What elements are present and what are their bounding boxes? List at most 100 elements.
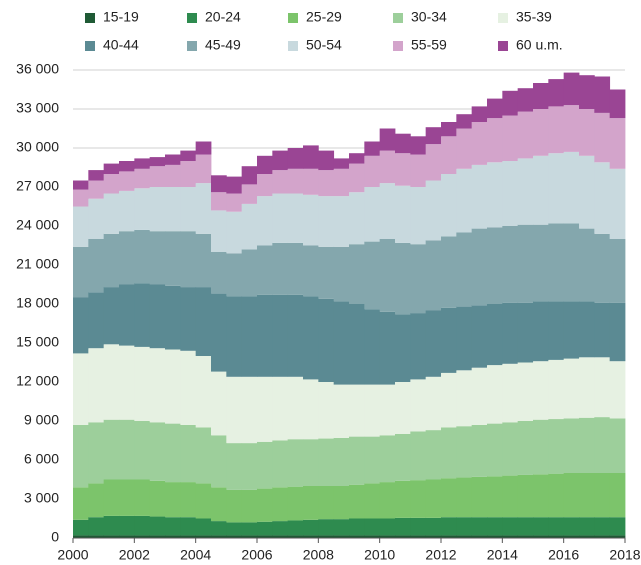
column-segment	[88, 483, 105, 518]
column-segment	[257, 245, 273, 295]
column-segment	[149, 157, 166, 167]
column-segment	[395, 517, 411, 536]
column-segment	[303, 439, 319, 486]
column-segment	[333, 437, 350, 486]
column-segment	[563, 418, 580, 473]
column-segment	[333, 196, 350, 247]
column-segment	[517, 421, 534, 475]
column-segment	[579, 473, 595, 518]
column-segment	[533, 419, 549, 475]
x-tick-label: 2004	[180, 547, 211, 563]
column-segment	[395, 480, 411, 518]
column-segment	[517, 111, 534, 159]
column-segment	[226, 535, 243, 538]
column-segment	[257, 174, 273, 197]
column-segment	[349, 384, 365, 437]
column-segment	[517, 88, 534, 112]
column-segment	[149, 187, 166, 232]
column-segment	[303, 168, 319, 195]
column-segment	[548, 473, 565, 518]
column-segment	[563, 223, 580, 302]
legend-label: 35-39	[516, 9, 552, 25]
legend-label: 55-59	[411, 37, 447, 53]
column-segment	[609, 168, 626, 239]
column-segment	[425, 240, 442, 311]
column-segment	[456, 232, 473, 307]
y-tick-label: 9 000	[24, 412, 59, 428]
column-segment	[73, 246, 89, 298]
column-segment	[211, 210, 227, 252]
column-segment	[364, 155, 381, 187]
column-segment	[533, 155, 549, 225]
column-segment	[609, 89, 626, 119]
column-segment	[410, 313, 427, 380]
column-segment	[195, 154, 212, 184]
column-segment	[456, 426, 473, 478]
column-segment	[303, 194, 319, 246]
y-tick-label: 3 000	[24, 490, 59, 506]
column-segment	[103, 163, 120, 174]
column-segment	[257, 155, 273, 174]
column-segment	[303, 486, 319, 520]
column-segment	[241, 296, 258, 377]
column-segment	[410, 431, 427, 481]
column-segment	[487, 423, 503, 477]
column-segment	[349, 518, 365, 536]
column-segment	[226, 193, 243, 212]
column-segment	[287, 486, 304, 521]
legend-label: 50-54	[306, 37, 342, 53]
column-segment	[379, 482, 396, 519]
column-segment	[441, 372, 457, 428]
column-segment	[379, 183, 396, 239]
x-tick-label: 2010	[364, 547, 395, 563]
legend-label: 25-29	[306, 9, 342, 25]
column-segment	[272, 294, 289, 377]
x-tick-label: 2002	[119, 547, 150, 563]
column-segment	[318, 196, 335, 247]
column-segment	[149, 348, 166, 423]
column-segment	[533, 109, 549, 156]
column-segment	[165, 154, 181, 165]
column-segment	[272, 487, 289, 522]
column-segment	[303, 535, 319, 538]
column-segment	[134, 168, 151, 189]
legend-label: 15-19	[103, 9, 139, 25]
column-segment	[88, 517, 105, 536]
column-segment	[456, 168, 473, 233]
column-segment	[272, 170, 289, 194]
column-segment	[517, 474, 534, 518]
column-segment	[395, 535, 411, 538]
column-segment	[134, 158, 151, 169]
y-tick-label: 24 000	[16, 217, 59, 233]
column-segment	[579, 357, 595, 418]
legend-swatch	[393, 13, 403, 23]
column-segment	[180, 231, 197, 288]
column-segment	[272, 535, 289, 538]
column-segment	[73, 487, 89, 520]
column-segment	[318, 519, 335, 536]
column-segment	[364, 483, 381, 519]
column-segment	[579, 109, 595, 156]
column-segment	[425, 517, 442, 536]
column-segment	[471, 106, 488, 122]
column-segment	[563, 105, 580, 152]
column-segment	[119, 231, 135, 285]
column-segment	[241, 535, 258, 538]
column-segment	[318, 382, 335, 439]
column-segment	[73, 535, 89, 538]
column-segment	[73, 206, 89, 247]
column-segment	[287, 193, 304, 243]
column-segment	[471, 164, 488, 229]
column-segment	[318, 438, 335, 486]
column-segment	[211, 371, 227, 436]
column-segment	[364, 535, 381, 538]
column-segment	[594, 162, 611, 234]
column-segment	[119, 190, 135, 232]
column-segment	[425, 127, 442, 145]
column-segment	[119, 479, 135, 516]
column-segment	[471, 424, 488, 477]
column-segment	[441, 136, 457, 174]
column-segment	[364, 518, 381, 536]
column-segment	[410, 244, 427, 314]
legend-swatch	[393, 41, 403, 51]
